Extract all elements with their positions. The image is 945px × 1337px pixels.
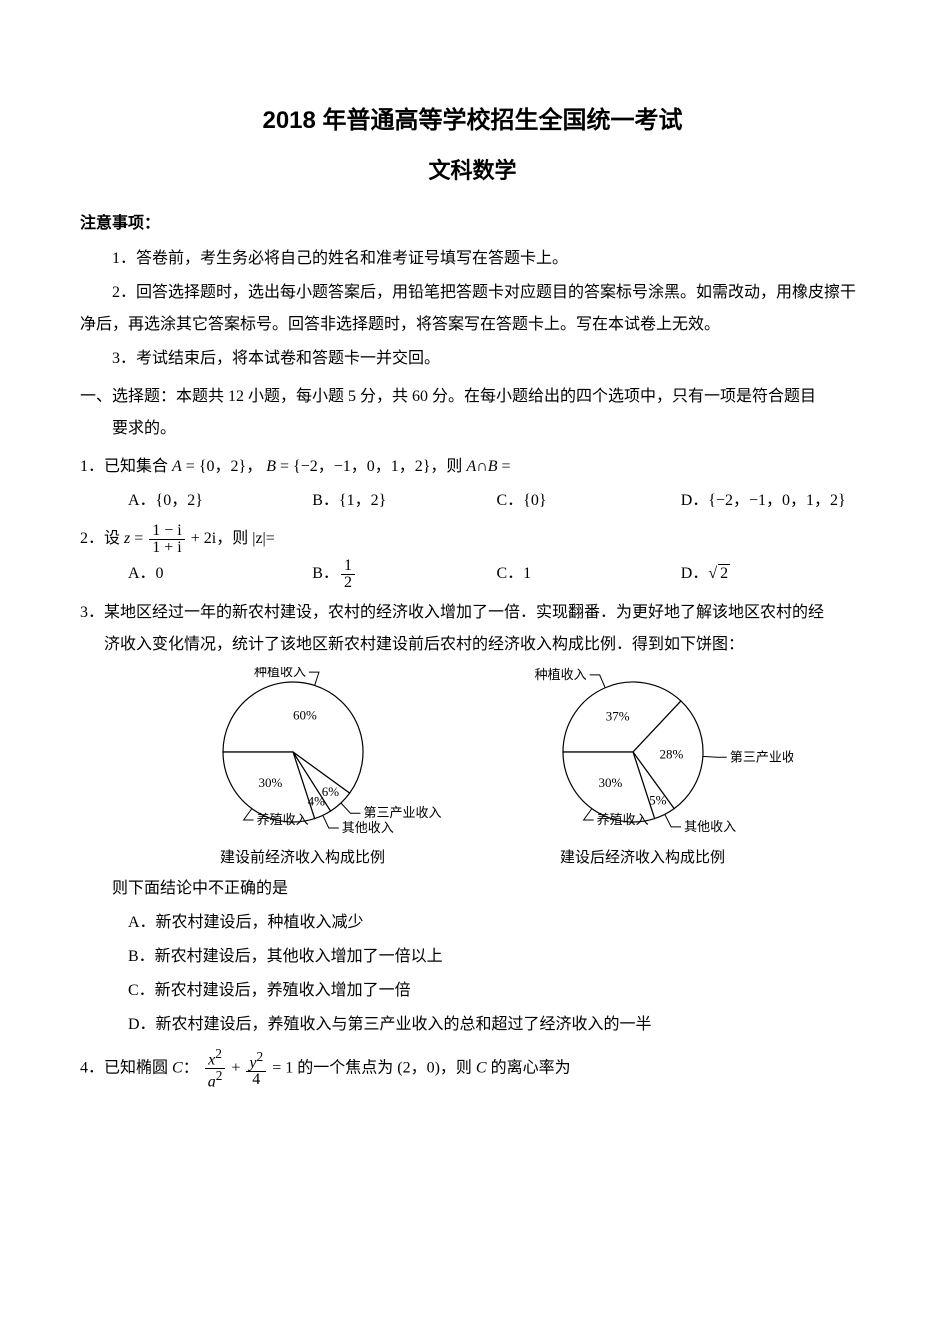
q1-options: A．{0，2} B．{1，2} C．{0} D．{−2，−1，0，1，2} bbox=[80, 485, 865, 517]
q2-opt-d-label: D． bbox=[681, 565, 709, 582]
chart-before: 60%6%4%30%种植收入第三产业收入其他收入养殖收入 bbox=[153, 667, 453, 837]
section-1-line1: 一、选择题：本题共 12 小题，每小题 5 分，共 60 分。在每小题给出的四个… bbox=[80, 388, 816, 405]
exam-page: 2018 年普通高等学校招生全国统一考试 文科数学 注意事项： 1．答卷前，考生… bbox=[0, 0, 945, 1337]
svg-text:其他收入: 其他收入 bbox=[341, 820, 393, 835]
q4-C: C bbox=[172, 1060, 183, 1077]
q2-options: A．0 B．12 C．1 D．√2 bbox=[80, 558, 865, 591]
notice-item-1: 1．答卷前，考生务必将自己的姓名和准考证号填写在答题卡上。 bbox=[80, 243, 865, 275]
q2-opt-d-sqrt: √2 bbox=[708, 558, 730, 590]
chart-before-caption: 建设前经济收入构成比例 bbox=[153, 846, 453, 867]
question-1: 1．已知集合 A = {0，2}， B = {−2，−1，0，1，2}，则 A∩… bbox=[80, 451, 865, 483]
section-1-heading: 一、选择题：本题共 12 小题，每小题 5 分，共 60 分。在每小题给出的四个… bbox=[80, 381, 865, 445]
q2-abs: |z| bbox=[252, 530, 266, 547]
svg-text:其他收入: 其他收入 bbox=[684, 819, 736, 834]
q4-frac2-num-base: y bbox=[249, 1054, 256, 1071]
question-3: 3．某地区经过一年的新农村建设，农村的经济收入增加了一倍．实现翻番．为更好地了解… bbox=[80, 597, 865, 661]
q3-opt-a: A．新农村建设后，种植收入减少 bbox=[80, 907, 865, 939]
q4-frac1-den-base: a bbox=[208, 1074, 216, 1091]
q1-opt-b: B．{1，2} bbox=[312, 485, 496, 517]
q2-frac: 1 − i1 + i bbox=[149, 523, 184, 556]
q1-A: A bbox=[172, 458, 182, 475]
svg-text:种植收入: 种植收入 bbox=[534, 667, 586, 682]
q1-B-set: = {−2，−1，0，1，2} bbox=[276, 458, 430, 475]
q1-opt-c: C．{0} bbox=[497, 485, 681, 517]
q3-line1: 3．某地区经过一年的新农村建设，农村的经济收入增加了一倍．实现翻番．为更好地了解… bbox=[80, 604, 824, 621]
question-2: 2．设 z = 1 − i1 + i + 2i，则 |z|= bbox=[80, 523, 865, 556]
q2-opt-d: D．√2 bbox=[681, 558, 865, 591]
q4-eq1: = 1 bbox=[272, 1060, 293, 1077]
page-title-1: 2018 年普通高等学校招生全国统一考试 bbox=[80, 100, 865, 135]
svg-text:4%: 4% bbox=[307, 793, 325, 808]
q4-mid: 的一个焦点为 bbox=[293, 1060, 397, 1077]
q1-eq: = bbox=[498, 458, 511, 475]
svg-text:养殖收入: 养殖收入 bbox=[596, 812, 648, 827]
q1-sep: ， bbox=[246, 458, 266, 475]
q3-charts: 60%6%4%30%种植收入第三产业收入其他收入养殖收入 建设前经济收入构成比例… bbox=[80, 667, 865, 867]
svg-text:5%: 5% bbox=[649, 793, 667, 808]
q4-plus: + bbox=[231, 1060, 244, 1077]
q2-eq: = bbox=[130, 530, 147, 547]
q3-opt-b: B．新农村建设后，其他收入增加了一倍以上 bbox=[80, 941, 865, 973]
chart-after-caption: 建设后经济收入构成比例 bbox=[493, 846, 793, 867]
q2-prefix: 2．设 bbox=[80, 530, 124, 547]
q1-opt-a: A．{0，2} bbox=[128, 485, 312, 517]
q3-line2: 济收入变化情况，统计了该地区新农村建设前后农村的经济收入构成比例．得到如下饼图： bbox=[80, 636, 744, 653]
q1-B: B bbox=[266, 458, 276, 475]
question-4: 4．已知椭圆 C： x2 a2 + y2 4 = 1 的一个焦点为 (2，0)，… bbox=[80, 1047, 865, 1091]
q2-tail2: = bbox=[266, 530, 275, 547]
q4-frac2-num-sup: 2 bbox=[257, 1049, 264, 1064]
svg-text:养殖收入: 养殖收入 bbox=[256, 812, 308, 827]
q3-opt-d: D．新农村建设后，养殖收入与第三产业收入的总和超过了经济收入的一半 bbox=[80, 1009, 865, 1041]
section-1-line2: 要求的。 bbox=[80, 420, 176, 437]
q3-after-chart: 则下面结论中不正确的是 bbox=[80, 873, 865, 905]
chart-before-wrap: 60%6%4%30%种植收入第三产业收入其他收入养殖收入 建设前经济收入构成比例 bbox=[153, 667, 453, 867]
notice-item-2: 2．回答选择题时，选出每小题答案后，用铅笔把答题卡对应题目的答案标号涂黑。如需改… bbox=[80, 277, 865, 341]
q2-opt-b-frac: 12 bbox=[341, 558, 355, 591]
q1-inter: A∩B bbox=[466, 458, 497, 475]
chart-after-wrap: 37% 28% 5% 30% 种植收入第三产业收入其他收入 养殖收入 建设后经济收入构成比… bbox=[493, 667, 793, 867]
q2-frac-den: 1 + i bbox=[149, 540, 184, 556]
svg-text:第三产业收入: 第三产业收入 bbox=[363, 805, 441, 820]
notice-item-3: 3．考试结束后，将本试卷和答题卡一并交回。 bbox=[80, 343, 865, 375]
q4-C2: C bbox=[476, 1060, 487, 1077]
q4-end: 的离心率为 bbox=[487, 1060, 571, 1077]
q4-frac2-den: 4 bbox=[246, 1072, 266, 1088]
svg-text:第三产业收入: 第三产业收入 bbox=[729, 749, 792, 764]
page-title-2: 文科数学 bbox=[80, 153, 865, 185]
q2-opt-a: A．0 bbox=[128, 558, 312, 591]
q4-colon: ： bbox=[183, 1060, 199, 1077]
q2-opt-b: B．12 bbox=[312, 558, 496, 591]
q1-A-set: = {0，2} bbox=[182, 458, 246, 475]
q2-frac-num: 1 − i bbox=[149, 523, 184, 540]
q1-opt-d: D．{−2，−1，0，1，2} bbox=[681, 485, 865, 517]
svg-text:种植收入: 种植收入 bbox=[253, 667, 305, 679]
q4-frac1-den: a2 bbox=[205, 1069, 226, 1090]
svg-text:28%: 28% bbox=[659, 746, 683, 761]
q2-opt-c: C．1 bbox=[497, 558, 681, 591]
svg-text:30%: 30% bbox=[598, 775, 622, 790]
q4-frac2: y2 4 bbox=[246, 1050, 266, 1088]
q4-frac2-num: y2 bbox=[246, 1050, 266, 1072]
svg-text:37%: 37% bbox=[605, 709, 629, 724]
q2-plus: + 2i bbox=[187, 530, 216, 547]
q4-focus: (2，0) bbox=[397, 1060, 440, 1077]
notice-heading: 注意事项： bbox=[80, 209, 865, 233]
q4-frac1-num-sup: 2 bbox=[215, 1046, 222, 1061]
q1-prefix: 1．已知集合 bbox=[80, 458, 172, 475]
q4-frac1-den-sup: 2 bbox=[216, 1068, 223, 1083]
q2-opt-b-num: 1 bbox=[341, 558, 355, 575]
q4-frac1-num: x2 bbox=[205, 1047, 226, 1069]
q4-tail: ，则 bbox=[440, 1060, 476, 1077]
svg-text:30%: 30% bbox=[258, 775, 282, 790]
q2-tail1: ，则 bbox=[216, 530, 252, 547]
q1-tail: ，则 bbox=[430, 458, 466, 475]
q4-prefix: 4．已知椭圆 bbox=[80, 1060, 172, 1077]
q4-frac1: x2 a2 bbox=[205, 1047, 226, 1091]
q2-opt-b-label: B． bbox=[312, 565, 339, 582]
q3-opt-c: C．新农村建设后，养殖收入增加了一倍 bbox=[80, 975, 865, 1007]
q2-opt-b-den: 2 bbox=[341, 575, 355, 591]
svg-text:60%: 60% bbox=[292, 707, 316, 722]
q2-opt-d-val: 2 bbox=[718, 564, 730, 582]
chart-after: 37% 28% 5% 30% 种植收入第三产业收入其他收入 养殖收入 bbox=[493, 667, 793, 837]
